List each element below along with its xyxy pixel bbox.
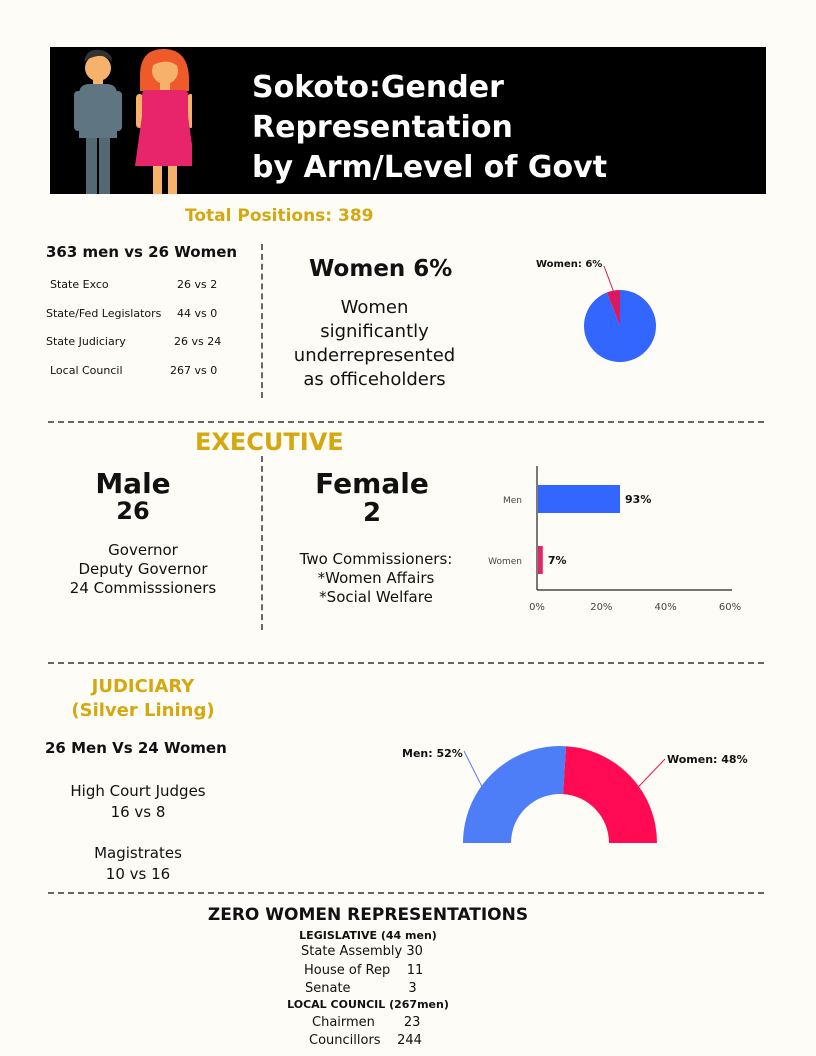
summary-row-label: Local Council xyxy=(50,364,123,377)
female-title: Female xyxy=(315,467,429,500)
executive-heading: EXECUTIVE xyxy=(195,428,344,456)
legislative-heading: LEGISLATIVE (44 men) xyxy=(299,929,437,942)
donut-leader-line xyxy=(463,750,485,791)
x-tick-label: 40% xyxy=(655,602,677,613)
pie-data-label: Women: 6% xyxy=(536,259,602,270)
pie-slice-women xyxy=(606,290,620,326)
summary-row-value: 44 vs 0 xyxy=(177,307,218,320)
x-tick-label: 0% xyxy=(529,602,545,613)
section-divider xyxy=(48,421,764,423)
x-tick-label: 20% xyxy=(590,602,612,613)
summary-headline: 363 men vs 26 Women xyxy=(46,243,238,261)
summary-row-label: State Exco xyxy=(50,278,109,291)
donut-slice-men xyxy=(463,746,567,843)
executive-bar-chart: Men 93% Women 7% 0% 20% 40% 60% xyxy=(488,466,741,613)
donut-leader-line xyxy=(635,758,666,790)
summary-row-value: 267 vs 0 xyxy=(170,364,218,377)
page-title: Sokoto:Gender Representation by Arm/Leve… xyxy=(252,70,608,185)
summary-row-label: State Judiciary xyxy=(46,335,126,348)
legislative-line: State Assembly 30 xyxy=(301,944,423,959)
donut-data-label: Men: 52% xyxy=(402,747,463,760)
local-council-line: Chairmen 23 xyxy=(312,1015,421,1030)
female-count: 2 xyxy=(362,498,382,528)
section-divider xyxy=(48,662,764,664)
pie-slice-men xyxy=(584,290,656,362)
summary-row-value: 26 vs 2 xyxy=(177,278,218,291)
judiciary-heading: JUDICIARY xyxy=(91,676,195,697)
bar-data-label: 7% xyxy=(548,554,567,567)
magistrates-label: Magistrates xyxy=(94,844,182,862)
local-council-line: Councillors 244 xyxy=(309,1033,422,1048)
x-tick-label: 60% xyxy=(719,602,741,613)
male-title: Male xyxy=(95,467,171,500)
summary-row-value: 26 vs 24 xyxy=(174,335,222,348)
bar-men xyxy=(538,485,621,513)
section-divider xyxy=(48,892,764,894)
high-court-value: 16 vs 8 xyxy=(110,803,166,821)
magistrates-value: 10 vs 16 xyxy=(105,865,171,883)
total-positions: Total Positions: 389 xyxy=(185,206,374,226)
high-court-label: High Court Judges xyxy=(70,782,206,800)
women-description: Women significantly underrepresented as … xyxy=(293,297,456,390)
people-illustration xyxy=(74,48,192,194)
female-roles: Two Commissioners: *Women Affairs *Socia… xyxy=(299,550,453,606)
donut-slice-women xyxy=(563,746,657,843)
divider xyxy=(261,456,263,630)
donut-data-label: Women: 48% xyxy=(667,753,748,766)
man-icon xyxy=(74,49,122,194)
bar-data-label: 93% xyxy=(625,493,651,506)
judiciary-headline: 26 Men Vs 24 Women xyxy=(45,739,227,757)
pie-leader-line xyxy=(603,265,614,291)
legislative-line: Senate 3 xyxy=(305,981,417,996)
male-count: 26 xyxy=(116,497,150,525)
judiciary-subheading: (Silver Lining) xyxy=(71,700,215,721)
zero-heading: ZERO WOMEN REPRESENTATIONS xyxy=(207,905,529,925)
women-pct-title: Women 6% xyxy=(309,256,453,282)
male-roles: Governor Deputy Governor 24 Commisssione… xyxy=(69,541,217,597)
woman-icon xyxy=(135,48,192,194)
legislative-line: House of Rep 11 xyxy=(304,963,424,978)
local-council-heading: LOCAL COUNCIL (267men) xyxy=(287,998,449,1011)
divider xyxy=(261,244,263,398)
bar-women xyxy=(538,546,543,574)
summary-row-label: State/Fed Legislators xyxy=(46,307,162,320)
bar-category-label: Women xyxy=(488,557,522,567)
judiciary-half-donut-chart: Men: 52% Women: 48% xyxy=(402,746,748,843)
bar-category-label: Men xyxy=(503,496,522,506)
women-share-pie-chart: Women: 6% xyxy=(536,259,656,362)
